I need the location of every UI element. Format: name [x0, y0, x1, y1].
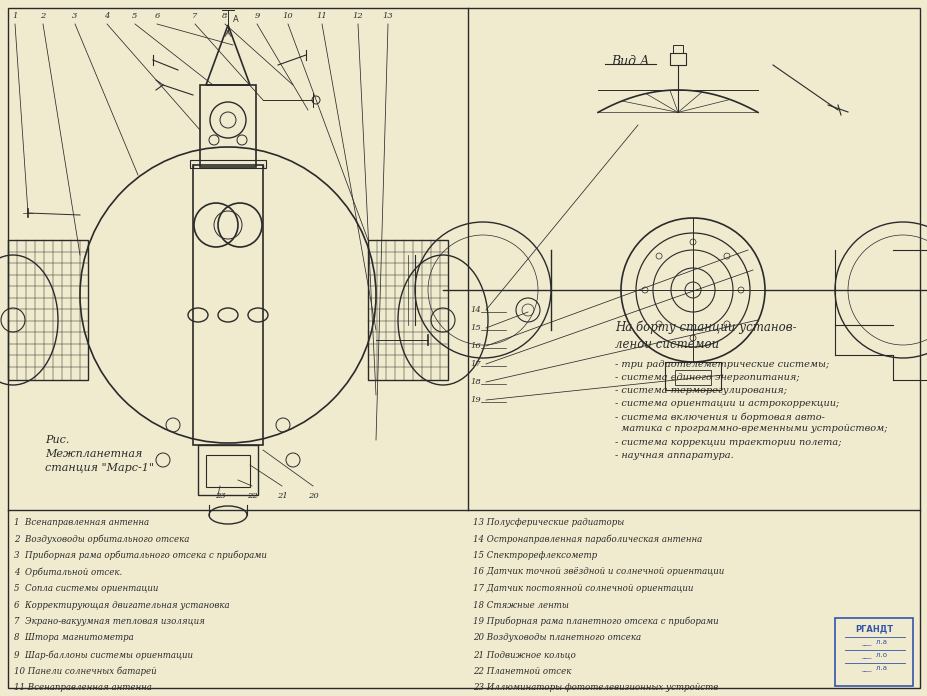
Text: 4  Орбитальной отсек.: 4 Орбитальной отсек. — [14, 567, 122, 577]
Text: 14 Остронаправленная параболическая антенна: 14 Остронаправленная параболическая анте… — [473, 535, 702, 544]
Text: 17 Датчик постоянной солнечной ориентации: 17 Датчик постоянной солнечной ориентаци… — [473, 584, 692, 593]
Text: 7: 7 — [192, 12, 197, 20]
Text: 17: 17 — [470, 360, 480, 368]
Bar — [190, 160, 266, 168]
Text: 6: 6 — [154, 12, 159, 20]
Text: - научная аппаратура.: - научная аппаратура. — [615, 451, 733, 460]
Text: 3: 3 — [72, 12, 78, 20]
Bar — [193, 165, 262, 445]
Bar — [368, 240, 448, 380]
Text: 19 Приборная рама планетного отсека с приборами: 19 Приборная рама планетного отсека с пр… — [473, 617, 717, 626]
Text: 15: 15 — [470, 324, 480, 332]
Text: 7  Экрано-вакуумная тепловая изоляция: 7 Экрано-вакуумная тепловая изоляция — [14, 617, 205, 626]
Text: 1  Всенаправленная антенна: 1 Всенаправленная антенна — [14, 518, 149, 527]
Text: 13 Полусферические радиаторы: 13 Полусферические радиаторы — [473, 518, 624, 527]
Text: 19: 19 — [470, 396, 480, 404]
Text: 11: 11 — [316, 12, 327, 20]
Bar — [197, 445, 258, 495]
Text: 20 Воздуховоды планетного отсека: 20 Воздуховоды планетного отсека — [473, 633, 641, 642]
Text: 22: 22 — [247, 492, 257, 500]
Text: 12: 12 — [352, 12, 363, 20]
Text: РГАНДТ: РГАНДТ — [854, 624, 892, 633]
Text: ___  л.о: ___ л.о — [860, 652, 886, 658]
Bar — [834, 618, 912, 686]
Text: 16 Датчик точной звёздной и солнечной ориентации: 16 Датчик точной звёздной и солнечной ор… — [473, 567, 723, 576]
Text: 5: 5 — [133, 12, 137, 20]
Bar — [200, 85, 256, 167]
Text: 5  Сопла системы ориентации: 5 Сопла системы ориентации — [14, 584, 159, 593]
Text: 11 Всенаправленная антенна: 11 Всенаправленная антенна — [14, 683, 152, 692]
Text: 2: 2 — [40, 12, 45, 20]
Text: А: А — [233, 15, 238, 24]
Text: - система коррекции траектории полета;: - система коррекции траектории полета; — [615, 438, 841, 447]
Text: ___  л.а: ___ л.а — [860, 665, 886, 671]
Bar — [8, 240, 88, 380]
Text: 10: 10 — [283, 12, 293, 20]
Bar — [206, 455, 249, 487]
Text: ___  л.а: ___ л.а — [860, 639, 886, 645]
Text: 6  Корректирующая двигательная установка: 6 Корректирующая двигательная установка — [14, 601, 229, 610]
Text: - система включения и бортовая авто-
  матика с программно-временными устройство: - система включения и бортовая авто- мат… — [615, 412, 886, 433]
Text: - система ориентации и астрокоррекции;: - система ориентации и астрокоррекции; — [615, 399, 838, 408]
Text: 8  Штора магнитометра: 8 Штора магнитометра — [14, 633, 133, 642]
Text: 3  Приборная рама орбитального отсека с приборами: 3 Приборная рама орбитального отсека с п… — [14, 551, 267, 560]
Text: 9: 9 — [254, 12, 260, 20]
Text: 8: 8 — [222, 12, 227, 20]
Text: 1: 1 — [12, 12, 18, 20]
Text: Рис.
Межпланетная
станция "Марс-1": Рис. Межпланетная станция "Марс-1" — [44, 435, 154, 473]
Text: 23 Иллюминаторы фототелевизионных устройств: 23 Иллюминаторы фототелевизионных устрой… — [473, 683, 717, 692]
Text: 15 Спектрорефлексометр: 15 Спектрорефлексометр — [473, 551, 596, 560]
Text: - система единого энергопитания;: - система единого энергопитания; — [615, 373, 799, 382]
Text: - система терморегулирования;: - система терморегулирования; — [615, 386, 786, 395]
Text: 20: 20 — [307, 492, 318, 500]
Text: 21: 21 — [276, 492, 287, 500]
Text: 14: 14 — [470, 306, 480, 314]
Text: 10 Панели солнечных батарей: 10 Панели солнечных батарей — [14, 667, 157, 676]
Text: 9  Шар-баллоны системы ориентации: 9 Шар-баллоны системы ориентации — [14, 650, 193, 660]
Bar — [669, 53, 685, 65]
Text: 4: 4 — [104, 12, 109, 20]
Bar — [665, 362, 720, 390]
Text: 18: 18 — [470, 378, 480, 386]
Text: 2  Воздуховоды орбитального отсека: 2 Воздуховоды орбитального отсека — [14, 535, 189, 544]
Text: 16: 16 — [470, 342, 480, 350]
Text: 22 Планетной отсек: 22 Планетной отсек — [473, 667, 571, 676]
Bar — [672, 45, 682, 53]
Text: 21 Подвижное кольцо: 21 Подвижное кольцо — [473, 650, 576, 659]
Text: 18 Стяжные ленты: 18 Стяжные ленты — [473, 601, 568, 610]
Text: - три радиотелеметрические системы;: - три радиотелеметрические системы; — [615, 360, 829, 369]
Text: 13: 13 — [382, 12, 393, 20]
Text: На борту станции установ-
ленои системои: На борту станции установ- ленои системои — [615, 320, 795, 351]
Text: 23: 23 — [214, 492, 225, 500]
Text: Вид А: Вид А — [610, 55, 649, 68]
Bar — [674, 370, 710, 385]
